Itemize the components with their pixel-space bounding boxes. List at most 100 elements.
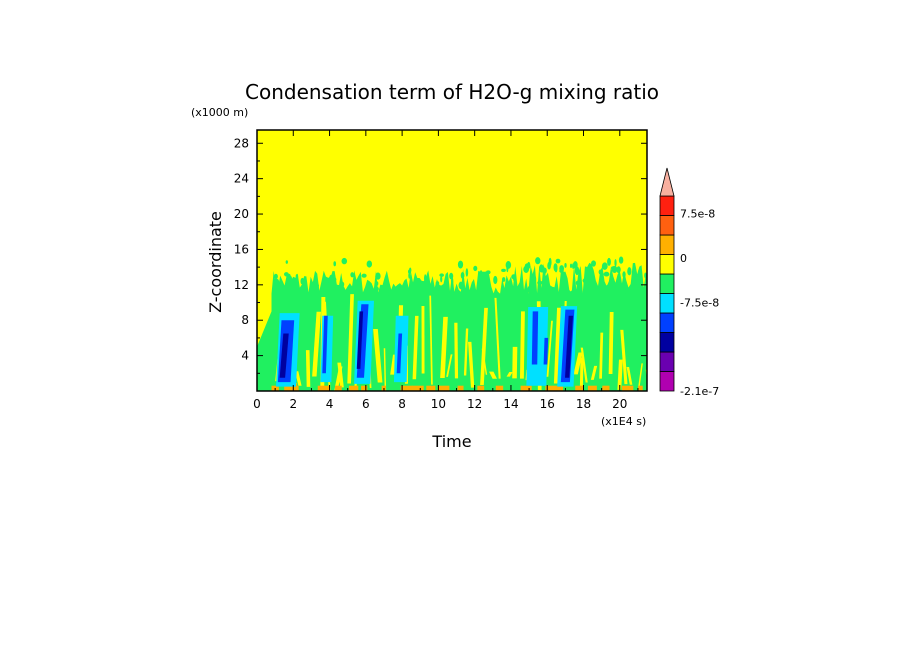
contour-yellow-streak	[580, 347, 588, 383]
contour-yellow-streak	[590, 365, 598, 380]
contour-yellow-streak	[429, 295, 433, 385]
contour-yellow-streak	[573, 352, 583, 375]
contour-green-speck	[375, 281, 379, 286]
contour-green-speck	[447, 291, 450, 296]
contour-green-speck	[493, 275, 498, 285]
contour-green-speck	[486, 270, 490, 275]
contour-yellow-streak	[519, 311, 525, 379]
x-tick-label: 10	[431, 397, 446, 411]
contour-green-speck	[527, 285, 532, 294]
contour-green-speck	[598, 269, 603, 275]
contour-orange-patch	[545, 385, 557, 391]
contour-yellow-streak	[446, 354, 453, 377]
colorbar-bin	[659, 371, 675, 392]
y-unit-label: (x1000 m)	[191, 106, 248, 119]
contour-yellow-streak	[347, 294, 354, 384]
colorbar-level-label: 0	[680, 252, 687, 265]
contour-yellow-streak	[454, 322, 459, 379]
contour-green-speck	[479, 270, 483, 276]
x-unit-label: (x1E4 s)	[601, 415, 646, 428]
contour-green-speck	[314, 283, 319, 288]
chart-title: Condensation term of H2O-g mixing ratio	[245, 80, 659, 104]
colorbar-bin	[659, 215, 675, 236]
contour-green-speck	[573, 261, 578, 269]
contour-green-speck	[440, 275, 443, 283]
x-tick-label: 2	[289, 397, 297, 411]
colorbar-bin	[659, 273, 675, 294]
colorbar-bin	[659, 254, 675, 275]
contour-orange-patch	[411, 385, 424, 391]
colorbar: -2.1e-7 -7.5e-8 0 7.5e-8	[659, 167, 719, 398]
colorbar-bin	[659, 312, 675, 333]
contour-orange-patch	[348, 385, 359, 391]
contour-green-speck	[501, 268, 506, 273]
contour-orange-patch	[317, 385, 330, 391]
contour-yellow-streak	[463, 328, 469, 376]
contour-green-speck	[542, 267, 547, 274]
contour-yellow-streak	[553, 307, 562, 384]
contour-green-speck	[644, 272, 647, 279]
contour-green-speck	[586, 268, 593, 275]
contour-green-speck	[408, 272, 411, 279]
contour-green-speck	[439, 273, 444, 277]
plot-area	[257, 130, 647, 391]
contour-green-speck	[559, 265, 565, 272]
contour-yellow-streak	[468, 341, 475, 388]
contour-green-speck	[465, 268, 469, 277]
colorbar-level-label: -2.1e-7	[680, 385, 719, 398]
contour-green-speck	[623, 289, 627, 294]
contour-green-speck	[345, 288, 350, 297]
contour-green-speck	[435, 289, 442, 297]
x-tick-label: 6	[362, 397, 370, 411]
contour-green-speck	[611, 265, 618, 273]
contour-yellow-streak	[489, 371, 497, 379]
x-tick-label: 8	[398, 397, 406, 411]
contour-green-speck	[555, 258, 561, 264]
contour-blue-core	[543, 337, 549, 365]
contour-green-speck	[361, 273, 367, 278]
contour-green-speck	[295, 274, 299, 279]
contour-yellow-streak	[620, 329, 628, 385]
contour-orange-patch	[477, 385, 485, 391]
contour-green-speck	[461, 289, 467, 298]
y-axis-label: Z-coordinate	[206, 211, 225, 313]
colorbar-bin	[659, 234, 675, 255]
contour-orange-patch	[457, 385, 464, 391]
y-tick-label: 16	[234, 242, 249, 256]
colorbar-bin	[659, 332, 675, 353]
contour-green-speck	[582, 278, 589, 284]
contour-yellow-streak	[599, 332, 604, 379]
contour-green-speck	[423, 288, 427, 296]
contour-yellow-streak	[305, 350, 311, 387]
x-tick-label: 12	[467, 397, 482, 411]
contour-green-speck	[434, 287, 440, 291]
contour-yellow-streak	[626, 367, 633, 385]
contour-green-speck	[275, 287, 280, 297]
contour-green-speck	[591, 260, 596, 267]
contour-green-speck	[412, 290, 416, 295]
contour-green-speck	[273, 278, 280, 286]
contour-green-speck	[616, 266, 621, 274]
x-tick-label: 18	[576, 397, 591, 411]
x-tick-label: 16	[540, 397, 555, 411]
contour-green-speck	[273, 273, 278, 280]
colorbar-bin	[659, 195, 675, 216]
contour-green-speck	[350, 272, 355, 278]
x-tick-label: 0	[253, 397, 261, 411]
contour-green-speck	[511, 274, 517, 280]
contour-darkblue-core	[356, 311, 364, 369]
colorbar-extend-triangle	[659, 167, 675, 197]
contour-yellow-streak	[312, 311, 322, 377]
contour-green-speck	[605, 284, 610, 291]
contour-green-speck	[458, 281, 464, 290]
contour-green-speck	[502, 277, 506, 282]
contour-green-speck	[564, 263, 567, 268]
contour-green-speck	[643, 289, 647, 295]
contour-green-speck	[607, 257, 611, 266]
contour-green-speck	[302, 281, 307, 286]
contour-orange-patch	[622, 385, 634, 391]
contour-blue-core	[531, 311, 539, 365]
contour-green-speck	[373, 286, 379, 292]
x-tick-label: 20	[612, 397, 627, 411]
